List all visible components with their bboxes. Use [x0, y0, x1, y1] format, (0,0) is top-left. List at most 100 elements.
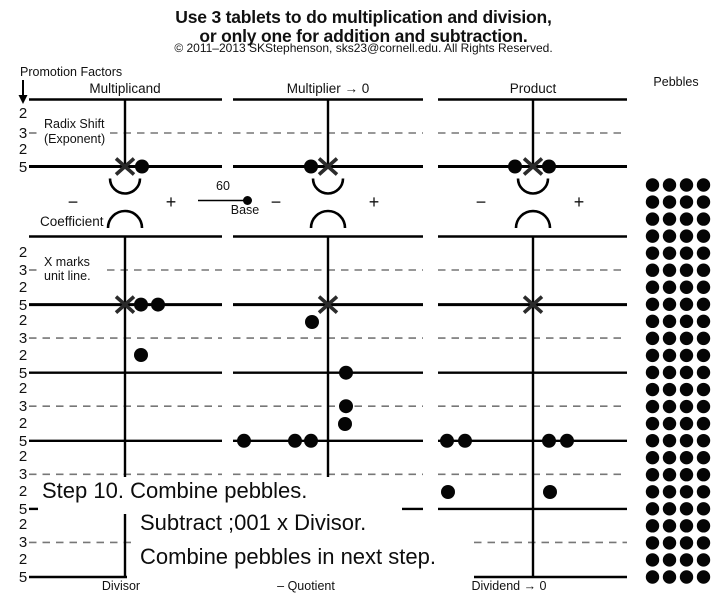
- stack-pebble: [696, 570, 711, 584]
- stack-pebble: [662, 314, 677, 329]
- minus-sign: −: [270, 192, 282, 212]
- stack-pebble: [696, 502, 711, 516]
- board-pebble: [339, 399, 353, 414]
- stack-pebble: [679, 246, 694, 260]
- row-label: 3: [18, 262, 28, 279]
- tablet-label-multiplicand: Multiplicand: [89, 81, 161, 96]
- stack-pebble: [696, 314, 711, 329]
- tablet-label-dividend: Dividend → 0: [471, 579, 547, 593]
- x-marks-label-line2: unit line.: [44, 269, 91, 283]
- stack-pebble: [696, 450, 711, 465]
- x-mark: [317, 295, 339, 314]
- stack-pebble: [645, 468, 660, 482]
- stack-pebble: [662, 536, 677, 550]
- promotion-arrow-head: [18, 95, 28, 104]
- stack-pebble: [696, 348, 711, 363]
- stack-pebble: [645, 314, 660, 329]
- stack-pebble: [645, 382, 660, 397]
- stack-pebble: [679, 263, 694, 277]
- stack-pebble: [696, 485, 711, 499]
- stack-pebble: [679, 331, 694, 346]
- stack-pebble: [679, 195, 694, 209]
- promotion-factors-label: Promotion Factors: [20, 65, 123, 79]
- demotion-arc: [108, 178, 142, 195]
- stack-pebble: [696, 382, 711, 397]
- row-label: 2: [18, 312, 28, 330]
- stack-pebble: [696, 433, 711, 448]
- step-note-line3: Combine pebbles in next step.: [140, 544, 436, 569]
- stack-pebble: [679, 433, 694, 448]
- tablet-label-quotient: – Quotient: [277, 579, 335, 593]
- row-label: 2: [18, 448, 28, 466]
- board-pebble: [135, 159, 149, 174]
- stack-pebble: [696, 536, 711, 550]
- stack-pebble: [662, 246, 677, 260]
- demotion-arc: [516, 178, 550, 195]
- stack-pebble: [696, 416, 711, 431]
- stack-pebble: [679, 212, 694, 226]
- stack-pebble: [679, 382, 694, 397]
- minus-sign: −: [475, 192, 487, 212]
- stack-pebble: [696, 297, 711, 312]
- stack-pebble: [662, 416, 677, 431]
- stack-pebble: [679, 348, 694, 363]
- stack-pebble: [662, 433, 677, 448]
- row-label: 3: [18, 330, 28, 348]
- board-pebble: [237, 433, 251, 448]
- stack-pebble: [662, 348, 677, 363]
- stack-pebble: [679, 450, 694, 465]
- board-pebble: [304, 433, 318, 448]
- board-pebble: [440, 433, 454, 448]
- stack-pebble: [662, 553, 677, 567]
- board-pebble: [560, 433, 574, 448]
- x-mark: [522, 295, 544, 314]
- board-pebble: [542, 433, 556, 448]
- stack-pebble: [662, 195, 677, 209]
- stack-pebble: [662, 468, 677, 482]
- stack-pebble: [696, 178, 711, 192]
- stack-pebble: [679, 485, 694, 499]
- stack-pebble: [645, 195, 660, 209]
- radix-shift-label: Radix Shift: [44, 117, 105, 131]
- row-label: 2: [18, 415, 28, 433]
- x-mark: [114, 295, 136, 314]
- stack-pebble: [662, 382, 677, 397]
- stack-pebble: [662, 297, 677, 312]
- row-label: 2: [18, 105, 28, 122]
- board-pebble: [508, 159, 522, 174]
- stack-pebble: [645, 485, 660, 499]
- row-label: 2: [18, 380, 28, 398]
- row-label: 3: [18, 398, 28, 416]
- stack-pebble: [645, 570, 660, 584]
- stack-pebble: [679, 178, 694, 192]
- tablet-label-product: Product: [509, 81, 557, 96]
- stack-pebble: [696, 229, 711, 243]
- stack-pebble: [696, 331, 711, 346]
- stack-pebble: [679, 468, 694, 482]
- row-label: 2: [18, 516, 28, 534]
- stack-pebble: [645, 246, 660, 260]
- row-label: 2: [18, 551, 28, 569]
- stack-pebble: [645, 178, 660, 192]
- stack-pebble: [645, 553, 660, 567]
- stack-pebble: [696, 280, 711, 294]
- stack-pebble: [645, 399, 660, 414]
- stack-pebble: [645, 348, 660, 363]
- row-label: 3: [18, 534, 28, 552]
- row-label: 3: [18, 466, 28, 484]
- stack-pebble: [662, 450, 677, 465]
- stack-pebble: [645, 263, 660, 277]
- stack-pebble: [662, 570, 677, 584]
- stack-pebble: [662, 331, 677, 346]
- stack-pebble: [662, 212, 677, 226]
- row-label: 5: [18, 296, 28, 314]
- stack-pebble: [645, 297, 660, 312]
- row-label: 2: [18, 483, 28, 501]
- stack-pebble: [662, 365, 677, 380]
- step-note-line1: Step 10. Combine pebbles.: [42, 478, 308, 503]
- board-pebble: [304, 159, 318, 174]
- stack-pebble: [679, 297, 694, 312]
- board-pebble: [151, 297, 165, 312]
- x-mark: [114, 157, 136, 176]
